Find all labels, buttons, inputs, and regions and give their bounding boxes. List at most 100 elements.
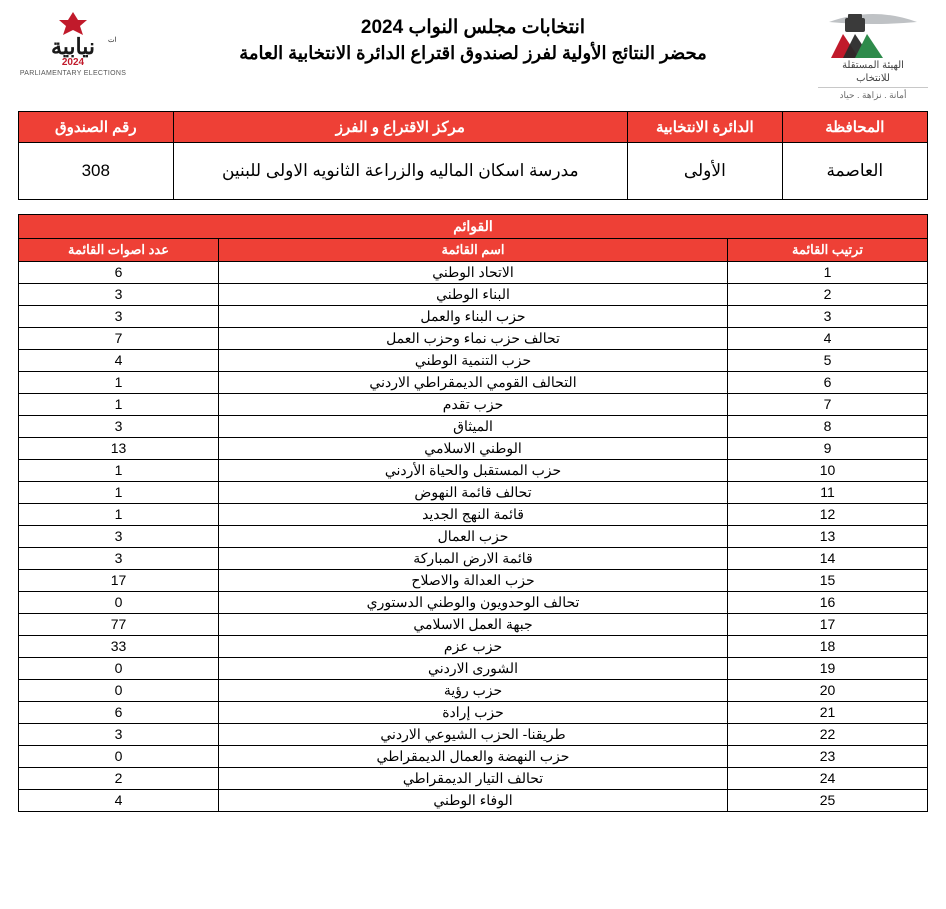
info-val-center: مدرسة اسكان الماليه والزراعة الثانويه ال… [173, 142, 628, 199]
cell-votes: 0 [19, 679, 219, 701]
table-row: 23حزب النهضة والعمال الديمقراطي0 [19, 745, 928, 767]
cell-votes: 3 [19, 305, 219, 327]
cell-rank: 21 [728, 701, 928, 723]
cell-name: تحالف التيار الديمقراطي [218, 767, 727, 789]
table-row: 20حزب رؤية0 [19, 679, 928, 701]
cell-votes: 3 [19, 547, 219, 569]
table-row: 22طريقنا- الحزب الشيوعي الاردني3 [19, 723, 928, 745]
table-row: 6التحالف القومي الديمقراطي الاردني1 [19, 371, 928, 393]
table-row: 21حزب إرادة6 [19, 701, 928, 723]
cell-votes: 0 [19, 745, 219, 767]
cell-rank: 12 [728, 503, 928, 525]
page-titles: انتخابات مجلس النواب 2024 محضر النتائج ا… [128, 12, 818, 64]
cell-name: جبهة العمل الاسلامي [218, 613, 727, 635]
cell-name: حزب عزم [218, 635, 727, 657]
cell-name: حزب العدالة والاصلاح [218, 569, 727, 591]
info-head-box: رقم الصندوق [19, 111, 174, 142]
cell-rank: 18 [728, 635, 928, 657]
info-val-governorate: العاصمة [782, 142, 927, 199]
cell-votes: 13 [19, 437, 219, 459]
cell-name: الميثاق [218, 415, 727, 437]
cell-name: البناء الوطني [218, 283, 727, 305]
cell-rank: 20 [728, 679, 928, 701]
cell-name: تحالف قائمة النهوض [218, 481, 727, 503]
cell-name: الوطني الاسلامي [218, 437, 727, 459]
table-row: 13حزب العمال3 [19, 525, 928, 547]
cell-votes: 1 [19, 393, 219, 415]
cell-rank: 6 [728, 371, 928, 393]
cell-votes: 1 [19, 459, 219, 481]
table-row: 4تحالف حزب نماء وحزب العمل7 [19, 327, 928, 349]
table-row: 5حزب التنمية الوطني4 [19, 349, 928, 371]
lists-col-votes: عدد اصوات القائمة [19, 238, 219, 261]
page-header: الهيئة المستقلة للانتخاب أمانة . نزاهة .… [18, 12, 928, 101]
cell-votes: 3 [19, 415, 219, 437]
cell-rank: 15 [728, 569, 928, 591]
table-row: 1الاتحاد الوطني6 [19, 261, 928, 283]
cell-votes: 6 [19, 261, 219, 283]
info-head-governorate: المحافظة [782, 111, 927, 142]
iec-logo: الهيئة المستقلة للانتخاب أمانة . نزاهة .… [818, 12, 928, 101]
cell-name: قائمة الارض المباركة [218, 547, 727, 569]
cell-rank: 14 [728, 547, 928, 569]
cell-votes: 4 [19, 349, 219, 371]
cell-name: الشورى الاردني [218, 657, 727, 679]
info-table: المحافظة الدائرة الانتخابية مركز الاقترا… [18, 111, 928, 200]
cell-rank: 16 [728, 591, 928, 613]
title-line-1: انتخابات مجلس النواب 2024 [128, 16, 818, 39]
table-row: 7حزب تقدم1 [19, 393, 928, 415]
cell-rank: 11 [728, 481, 928, 503]
cell-name: حزب إرادة [218, 701, 727, 723]
cell-rank: 2 [728, 283, 928, 305]
cell-votes: 3 [19, 525, 219, 547]
info-val-box: 308 [19, 142, 174, 199]
cell-name: تحالف الوحدويون والوطني الدستوري [218, 591, 727, 613]
cell-votes: 1 [19, 503, 219, 525]
lists-main-header: القوائم [19, 214, 928, 238]
table-row: 25الوفاء الوطني4 [19, 789, 928, 811]
cell-rank: 7 [728, 393, 928, 415]
table-row: 14قائمة الارض المباركة3 [19, 547, 928, 569]
table-row: 17جبهة العمل الاسلامي77 [19, 613, 928, 635]
cell-rank: 3 [728, 305, 928, 327]
cell-name: حزب رؤية [218, 679, 727, 701]
cell-rank: 8 [728, 415, 928, 437]
cell-rank: 9 [728, 437, 928, 459]
cell-rank: 4 [728, 327, 928, 349]
cell-votes: 1 [19, 371, 219, 393]
cell-votes: 6 [19, 701, 219, 723]
info-val-district: الأولى [628, 142, 783, 199]
cell-votes: 3 [19, 283, 219, 305]
table-row: 9الوطني الاسلامي13 [19, 437, 928, 459]
cell-votes: 77 [19, 613, 219, 635]
table-row: 11تحالف قائمة النهوض1 [19, 481, 928, 503]
cell-rank: 19 [728, 657, 928, 679]
cell-name: التحالف القومي الديمقراطي الاردني [218, 371, 727, 393]
cell-rank: 25 [728, 789, 928, 811]
cell-name: الاتحاد الوطني [218, 261, 727, 283]
cell-rank: 5 [728, 349, 928, 371]
table-row: 24تحالف التيار الديمقراطي2 [19, 767, 928, 789]
table-row: 15حزب العدالة والاصلاح17 [19, 569, 928, 591]
lists-col-rank: ترتيب القائمة [728, 238, 928, 261]
cell-votes: 17 [19, 569, 219, 591]
lists-table: القوائم ترتيب القائمة اسم القائمة عدد اص… [18, 214, 928, 812]
iec-logo-title2: للانتخاب [856, 73, 890, 84]
cell-votes: 1 [19, 481, 219, 503]
info-head-district: الدائرة الانتخابية [628, 111, 783, 142]
iec-logo-title1: الهيئة المستقلة [842, 60, 904, 71]
cell-name: حزب النهضة والعمال الديمقراطي [218, 745, 727, 767]
cell-name: حزب التنمية الوطني [218, 349, 727, 371]
svg-text:نيابية: نيابية [51, 34, 95, 59]
election-brand-logo: نيابية انتخابات 2024 PARLIAMENTARY ELECT… [18, 12, 128, 77]
table-row: 3حزب البناء والعمل3 [19, 305, 928, 327]
cell-name: حزب المستقبل والحياة الأردني [218, 459, 727, 481]
cell-rank: 1 [728, 261, 928, 283]
cell-rank: 10 [728, 459, 928, 481]
cell-name: قائمة النهج الجديد [218, 503, 727, 525]
cell-votes: 7 [19, 327, 219, 349]
cell-rank: 22 [728, 723, 928, 745]
lists-col-name: اسم القائمة [218, 238, 727, 261]
cell-name: حزب العمال [218, 525, 727, 547]
info-head-center: مركز الاقتراع و الفرز [173, 111, 628, 142]
